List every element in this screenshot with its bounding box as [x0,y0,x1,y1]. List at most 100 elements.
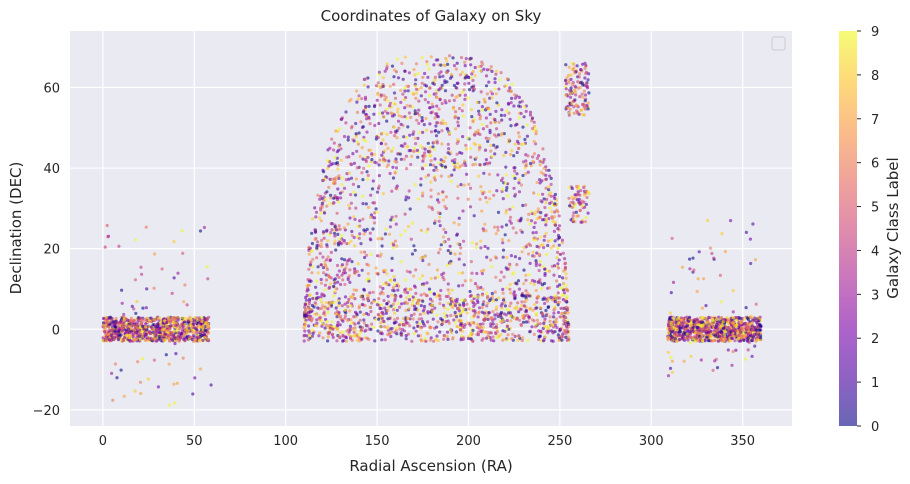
data-point [378,285,382,289]
data-point [753,258,758,262]
data-point [315,279,319,283]
data-point [408,104,412,108]
data-point [305,293,309,298]
data-point [365,130,369,134]
data-point [170,291,174,295]
data-point [183,338,187,342]
data-point [438,301,442,306]
data-point [374,207,378,211]
data-point [558,327,563,331]
data-point [358,219,362,223]
data-point [706,339,711,343]
data-point [505,186,509,190]
data-point [528,222,532,226]
data-point [384,311,388,315]
data-point [420,166,424,170]
data-point [421,258,425,263]
data-point [482,97,486,101]
data-point [183,283,187,287]
data-point [337,127,341,131]
data-point [541,314,545,318]
data-point [443,89,448,93]
data-point [402,135,406,139]
data-point [712,256,716,260]
data-point [445,59,449,63]
data-point [512,294,517,298]
data-point [313,206,317,210]
data-point [325,243,329,247]
data-point [688,326,692,330]
data-point [480,105,484,109]
data-point [435,168,439,172]
data-point [524,308,528,312]
data-point [341,319,345,323]
data-point [389,334,393,339]
data-point [189,317,193,321]
data-point [441,74,445,78]
data-point [470,241,475,245]
data-point [435,268,440,272]
data-point [711,368,715,372]
data-point [403,106,407,110]
data-point [421,75,425,79]
x-tick-label: 250 [547,434,572,449]
data-point [544,220,549,224]
data-point [367,115,371,119]
data-point [393,321,397,325]
data-point [563,299,568,303]
data-point [344,121,348,125]
data-point [315,246,319,250]
data-point [490,291,494,296]
data-point [434,129,438,133]
data-point [342,338,346,343]
data-point [482,318,486,322]
data-point [714,325,718,329]
data-point [513,166,517,170]
data-point [436,58,440,62]
data-point [322,236,326,240]
x-tick-label: 50 [186,434,203,449]
data-point [531,126,535,131]
data-point [519,111,523,116]
data-point [453,161,457,165]
data-point [522,246,526,250]
data-point [455,325,459,329]
data-point [180,316,184,320]
data-point [354,288,359,292]
data-point [318,251,322,256]
data-point [456,196,460,200]
data-point [750,354,754,358]
data-point [429,159,433,163]
data-point [394,70,399,74]
data-point [547,286,552,290]
data-point [438,297,442,301]
data-point [338,237,342,241]
data-point [485,292,489,296]
data-point [372,299,376,304]
data-point [133,389,137,393]
data-point [549,246,554,250]
data-point [446,142,450,146]
data-point [308,293,312,297]
data-point [355,89,359,93]
data-point [325,204,329,208]
data-point [583,107,588,111]
data-point [331,335,335,339]
data-point [316,265,320,269]
data-point [362,232,366,236]
data-point [408,207,412,211]
data-point [503,304,507,308]
data-point [483,100,487,104]
data-point [560,238,565,242]
data-point [457,257,461,261]
data-point [347,332,351,336]
data-point [549,238,554,242]
data-point [502,132,506,136]
data-point [423,336,427,340]
data-point [418,321,422,325]
data-point [387,232,392,236]
data-point [337,174,341,178]
data-point [399,100,403,104]
data-point [315,318,319,322]
data-point [353,217,357,221]
